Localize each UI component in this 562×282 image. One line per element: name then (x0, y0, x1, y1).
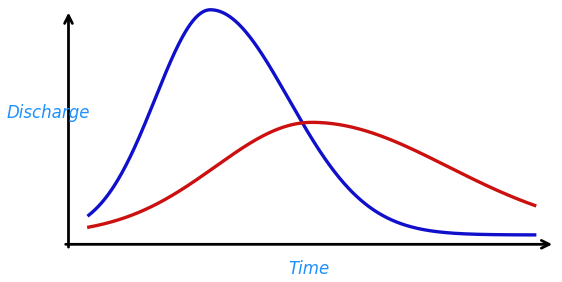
Text: Discharge: Discharge (7, 104, 90, 122)
Text: Time: Time (288, 260, 329, 278)
